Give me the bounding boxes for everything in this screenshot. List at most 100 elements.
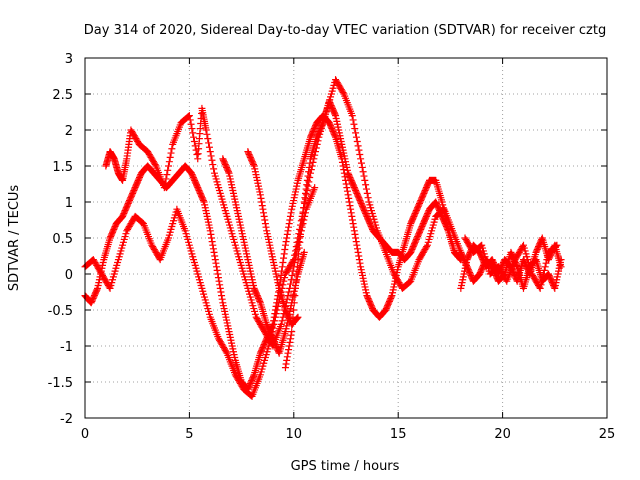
y-tick-label: -1 [60, 340, 73, 355]
data-point [272, 310, 280, 318]
data-point [306, 159, 314, 167]
data-point [531, 256, 539, 264]
y-axis-label: SDTVAR / TECUs [7, 185, 22, 292]
data-point [218, 295, 226, 303]
data-point [348, 216, 356, 224]
data-point [209, 241, 217, 249]
data-point [360, 172, 368, 180]
data-point [357, 159, 365, 167]
data-point [351, 230, 359, 238]
data-point [285, 223, 293, 231]
data-point [356, 150, 364, 158]
data-point [210, 248, 218, 256]
data-point [540, 270, 548, 278]
data-point [289, 267, 297, 275]
data-point [352, 129, 360, 137]
data-point [300, 216, 308, 224]
y-tick-label: 1.5 [52, 160, 73, 175]
data-point [281, 246, 289, 254]
data-point [165, 162, 173, 170]
data-point [162, 175, 170, 183]
data-point [207, 152, 215, 160]
data-point [553, 241, 561, 249]
data-point [287, 209, 295, 217]
data-point [211, 256, 219, 264]
data-point [305, 168, 313, 176]
data-point [293, 263, 301, 271]
data-point [151, 161, 159, 169]
data-point [213, 266, 221, 274]
data-point [214, 270, 222, 278]
data-point [351, 125, 359, 133]
data-point [160, 184, 168, 192]
data-point [303, 181, 311, 189]
data-point [204, 135, 212, 143]
data-point [362, 181, 370, 189]
data-point [258, 202, 266, 210]
data-point [345, 194, 353, 202]
data-point [358, 163, 366, 171]
data-point [214, 274, 222, 282]
y-tick-label: -1.5 [48, 376, 73, 391]
data-point [283, 234, 291, 242]
data-point [363, 189, 371, 197]
data-point [270, 320, 278, 328]
data-point [290, 306, 298, 314]
data-point [275, 299, 283, 307]
data-point [309, 158, 317, 166]
data-point [286, 216, 294, 224]
data-point [250, 372, 258, 380]
data-point [285, 220, 293, 228]
data-point [190, 133, 198, 141]
data-point [280, 250, 288, 258]
data-point [291, 284, 299, 292]
data-point [423, 243, 431, 251]
data-point [350, 227, 358, 235]
x-axis-label: GPS time / hours [291, 459, 400, 474]
data-point [210, 165, 218, 173]
data-point [304, 172, 312, 180]
data-point [301, 189, 309, 197]
data-point [193, 150, 201, 158]
data-point [291, 292, 299, 300]
y-tick-label: -2 [60, 412, 73, 427]
y-tick-label: 3 [65, 52, 73, 67]
data-point [289, 313, 297, 321]
data-point [161, 179, 169, 187]
data-point [286, 212, 294, 220]
data-point [279, 258, 287, 266]
data-point [261, 216, 269, 224]
data-point [352, 238, 360, 246]
data-point [346, 202, 354, 210]
data-point [536, 284, 544, 292]
data-point [271, 313, 279, 321]
data-point [296, 238, 304, 246]
y-tick-label: -0.5 [48, 304, 73, 319]
data-point [364, 194, 372, 202]
data-point [285, 288, 293, 296]
data-point [269, 324, 277, 332]
data-point [350, 120, 358, 128]
data-point [257, 194, 265, 202]
data-point [285, 342, 293, 350]
data-point [283, 353, 291, 361]
data-point [318, 120, 326, 128]
data-point [282, 360, 290, 368]
data-point [355, 252, 363, 260]
data-point [215, 277, 223, 285]
data-point [166, 153, 174, 161]
y-tick-label: 0 [65, 268, 73, 283]
data-point [186, 116, 194, 124]
data-point [286, 335, 294, 343]
data-point [293, 270, 301, 278]
data-point [290, 299, 298, 307]
data-point [207, 230, 215, 238]
data-point [537, 281, 545, 289]
data-point [260, 209, 268, 217]
data-point [281, 364, 289, 372]
data-point [405, 279, 413, 287]
data-point [541, 263, 549, 271]
data-point [258, 198, 266, 206]
data-point [543, 256, 551, 264]
